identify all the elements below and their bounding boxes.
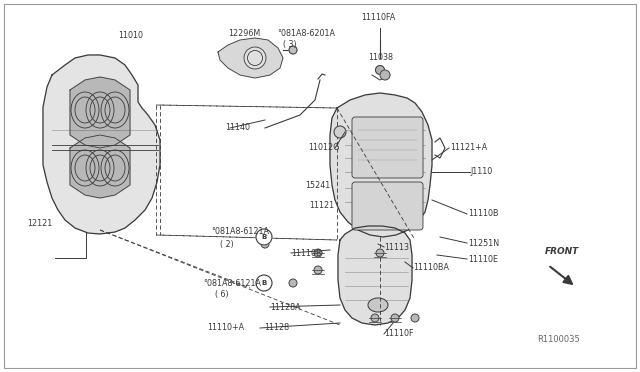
Text: J1110: J1110 <box>470 167 492 176</box>
Text: °081A8-6121A: °081A8-6121A <box>211 228 269 237</box>
Text: 11110B: 11110B <box>291 248 321 257</box>
Ellipse shape <box>368 298 388 312</box>
Ellipse shape <box>376 249 384 257</box>
Text: 11110BA: 11110BA <box>413 263 449 273</box>
Ellipse shape <box>411 314 419 322</box>
Text: ( 6): ( 6) <box>215 291 228 299</box>
Polygon shape <box>338 226 412 325</box>
Ellipse shape <box>289 279 297 287</box>
Circle shape <box>256 229 272 245</box>
Ellipse shape <box>314 249 322 257</box>
Text: 11113: 11113 <box>384 243 409 251</box>
Text: FRONT: FRONT <box>545 247 579 256</box>
Text: 11128A: 11128A <box>270 302 301 311</box>
Ellipse shape <box>244 47 266 69</box>
Text: ( 3): ( 3) <box>283 41 296 49</box>
Text: R1100035: R1100035 <box>537 336 580 344</box>
Text: °081A8-6121A: °081A8-6121A <box>203 279 261 288</box>
Text: °081A8-6201A: °081A8-6201A <box>277 29 335 38</box>
Text: 11121: 11121 <box>309 201 334 209</box>
Text: B: B <box>261 234 267 240</box>
Text: ( 2): ( 2) <box>220 240 234 248</box>
Text: 11128: 11128 <box>264 324 289 333</box>
Polygon shape <box>70 135 130 198</box>
Text: 11038: 11038 <box>368 52 393 61</box>
Ellipse shape <box>376 65 385 74</box>
Text: 15241: 15241 <box>305 182 330 190</box>
Text: B: B <box>261 280 267 286</box>
Text: 12121: 12121 <box>27 218 52 228</box>
Text: 11121+A: 11121+A <box>450 144 487 153</box>
Text: 12296M: 12296M <box>228 29 260 38</box>
FancyBboxPatch shape <box>352 182 423 230</box>
Ellipse shape <box>391 314 399 322</box>
Text: 11110E: 11110E <box>468 254 498 263</box>
Ellipse shape <box>289 46 297 54</box>
Text: 11251N: 11251N <box>468 238 499 247</box>
Ellipse shape <box>314 266 322 274</box>
Polygon shape <box>43 55 160 234</box>
Polygon shape <box>70 77 130 148</box>
Ellipse shape <box>371 314 379 322</box>
Text: 11110FA: 11110FA <box>361 13 396 22</box>
Text: 11110+A: 11110+A <box>207 324 244 333</box>
Ellipse shape <box>334 126 346 138</box>
Text: 11012G: 11012G <box>308 144 339 153</box>
Polygon shape <box>330 93 432 237</box>
Text: 11110F: 11110F <box>384 330 413 339</box>
Polygon shape <box>218 38 283 78</box>
Text: 11010: 11010 <box>118 32 143 41</box>
Text: 11140: 11140 <box>225 124 250 132</box>
Ellipse shape <box>261 240 269 248</box>
Text: 11110B: 11110B <box>468 209 499 218</box>
Circle shape <box>256 275 272 291</box>
FancyBboxPatch shape <box>352 117 423 178</box>
Ellipse shape <box>380 70 390 80</box>
